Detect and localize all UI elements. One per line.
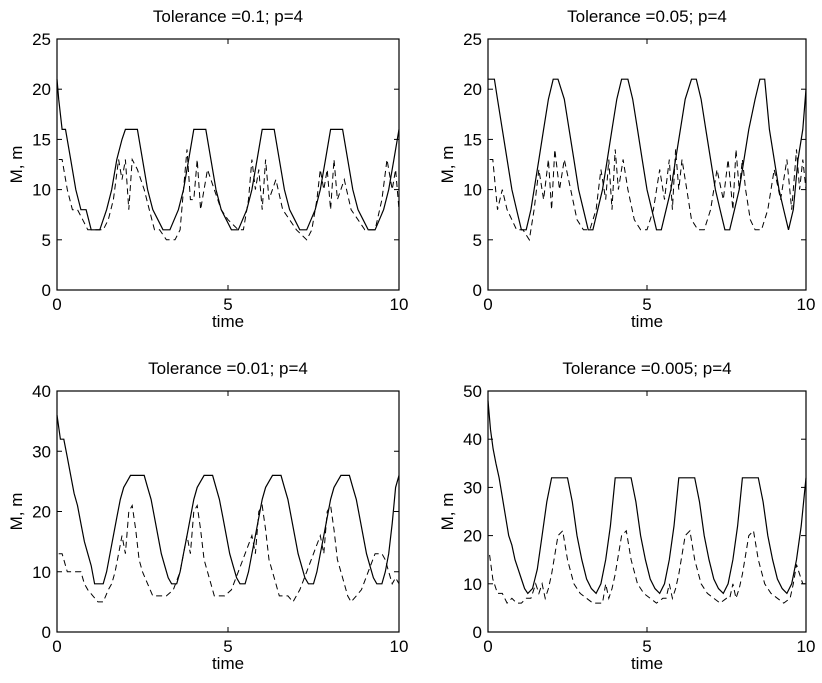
subplot-2: 0 5 10 0 10 20 30 40 Tolerance =0.01; p=4 time M, … (7, 359, 408, 673)
x-tick-label: 10 (390, 637, 409, 656)
x-tick-label: 5 (642, 295, 651, 314)
subplot-0: 0 5 10 0 5 10 15 20 25 Tolerance =0.1; p=4 time M, … (7, 7, 408, 331)
y-tick-label: 40 (463, 430, 482, 449)
y-tick-label: 30 (32, 442, 51, 461)
y-tick-label: 40 (32, 382, 51, 401)
y-tick-label: 0 (473, 281, 482, 300)
x-tick-label: 5 (642, 637, 651, 656)
y-tick-label: 30 (463, 478, 482, 497)
y-axis-label: M, m (7, 146, 26, 184)
y-tick-label: 10 (32, 563, 51, 582)
x-axis-label: time (631, 654, 663, 673)
y-tick-label: 5 (473, 231, 482, 250)
plot-title: Tolerance =0.1; p=4 (153, 7, 303, 26)
y-tick-label: 10 (463, 575, 482, 594)
y-tick-label: 20 (463, 527, 482, 546)
x-tick-label: 0 (52, 637, 61, 656)
x-axis-label: time (212, 654, 244, 673)
x-tick-label: 5 (223, 295, 232, 314)
x-tick-label: 0 (483, 295, 492, 314)
axes-box (56, 38, 400, 291)
y-tick-label: 20 (32, 503, 51, 522)
y-tick-label: 20 (32, 80, 51, 99)
y-tick-label: 15 (32, 130, 51, 149)
y-tick-label: 25 (32, 30, 51, 49)
y-tick-label: 10 (463, 181, 482, 200)
y-axis-label: M, m (438, 493, 457, 531)
y-tick-label: 0 (42, 623, 51, 642)
y-tick-label: 5 (42, 231, 51, 250)
plot-title: Tolerance =0.01; p=4 (148, 359, 308, 378)
series-M-solid-line (56, 79, 400, 231)
y-axis-label: M, m (438, 146, 457, 184)
y-tick-label: 10 (32, 181, 51, 200)
x-axis-label: time (631, 312, 663, 331)
x-tick-label: 5 (223, 637, 232, 656)
series-M-solid-line (56, 415, 400, 585)
axes-box (487, 38, 807, 291)
series-M-solid-line (487, 400, 807, 595)
series-M-solid-line (488, 78, 807, 231)
y-tick-label: 50 (463, 382, 482, 401)
x-axis-label: time (212, 312, 244, 331)
series-m-dashed-line (489, 529, 806, 604)
y-axis-label: M, m (7, 493, 26, 531)
x-tick-label: 10 (390, 295, 409, 314)
y-tick-label: 0 (42, 281, 51, 300)
plot-title: Tolerance =0.005; p=4 (562, 359, 731, 378)
series-m-dashed-line (58, 149, 400, 241)
y-tick-label: 0 (473, 623, 482, 642)
x-tick-label: 10 (797, 295, 816, 314)
subplot-1: 0 5 10 0 5 10 15 20 25 Tolerance =0.05; p=4 time M,… (438, 7, 815, 331)
x-tick-label: 10 (797, 637, 816, 656)
x-tick-label: 0 (52, 295, 61, 314)
plot-title: Tolerance =0.05; p=4 (567, 7, 727, 26)
y-tick-label: 15 (463, 130, 482, 149)
y-tick-label: 25 (463, 30, 482, 49)
series-m-dashed-line (58, 503, 400, 603)
subplot-3: 0 5 10 0 10 20 30 40 50 Tolerance =0.005; p=4 time… (438, 359, 815, 673)
x-tick-label: 0 (483, 637, 492, 656)
y-tick-label: 20 (463, 80, 482, 99)
series-m-dashed-line (489, 149, 807, 242)
